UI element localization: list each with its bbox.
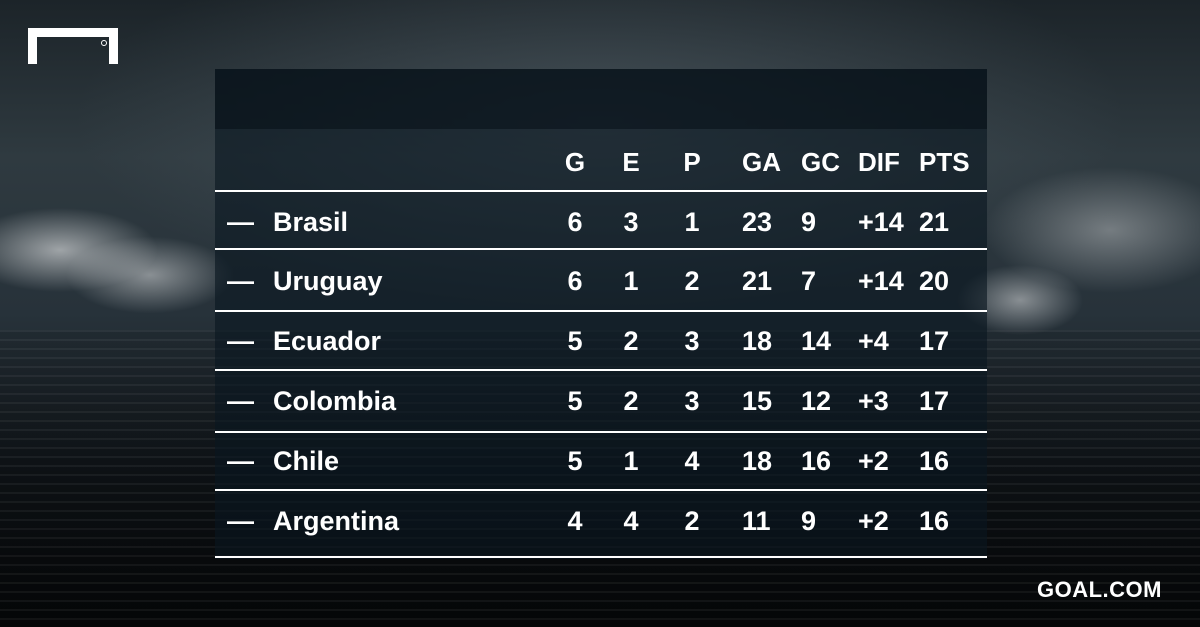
- goals-for: 18: [742, 326, 773, 356]
- trend-indicator: —: [227, 207, 254, 237]
- draws: 1: [623, 446, 639, 476]
- points: 17: [919, 386, 950, 416]
- points: 20: [919, 266, 950, 296]
- goals-against: 9: [801, 506, 817, 536]
- goals-against: 14: [801, 326, 832, 356]
- goal-difference: +14: [858, 207, 904, 237]
- row-divider: [215, 489, 987, 491]
- losses: 3: [684, 326, 700, 356]
- wins: 6: [567, 266, 583, 296]
- wins: 6: [567, 207, 583, 237]
- goals-for: 18: [742, 446, 773, 476]
- goals-for: 11: [742, 506, 771, 536]
- header-pts: PTS: [919, 147, 970, 177]
- table-row: — Colombia 5 2 3 15 12 +3 17: [215, 371, 987, 431]
- goals-against: 7: [801, 266, 817, 296]
- losses: 3: [684, 386, 700, 416]
- row-divider: [215, 310, 987, 312]
- row-divider: [215, 190, 987, 192]
- draws: 4: [623, 506, 639, 536]
- row-divider: [215, 431, 987, 433]
- team-name: Colombia: [273, 386, 397, 416]
- losses: 2: [684, 266, 700, 296]
- row-divider: [215, 556, 987, 558]
- wins: 5: [567, 386, 583, 416]
- wins: 4: [567, 506, 583, 536]
- goal-logo-icon: [28, 28, 118, 64]
- trend-indicator: —: [227, 386, 254, 416]
- points: 16: [919, 506, 950, 536]
- trend-indicator: —: [227, 506, 254, 536]
- table-row: — Ecuador 5 2 3 18 14 +4 17: [215, 311, 987, 371]
- draws: 1: [623, 266, 639, 296]
- goals-against: 12: [801, 386, 832, 416]
- standings-table: G E P GA GC DIF PTS — Brasil 6 3 1 23 9 …: [215, 69, 987, 559]
- trend-indicator: —: [227, 446, 254, 476]
- team-name: Brasil: [273, 207, 349, 237]
- table-title-band: [215, 69, 987, 129]
- draws: 2: [623, 386, 639, 416]
- trend-indicator: —: [227, 326, 254, 356]
- table-header-row: G E P GA GC DIF PTS: [215, 132, 987, 192]
- team-name: Uruguay: [273, 266, 383, 296]
- goals-for: 15: [742, 386, 773, 416]
- team-name: Argentina: [273, 506, 400, 536]
- header-ga: GA: [742, 147, 781, 177]
- header-p: P: [683, 147, 701, 177]
- points: 21: [919, 207, 950, 237]
- header-g: G: [564, 147, 586, 177]
- header-gc: GC: [801, 147, 840, 177]
- draws: 3: [623, 207, 639, 237]
- table-row: — Uruguay 6 1 2 21 7 +14 20: [215, 251, 987, 311]
- goal-difference: +2: [858, 506, 889, 536]
- table-row: — Brasil 6 3 1 23 9 +14 21: [215, 192, 987, 252]
- goals-against: 9: [801, 207, 817, 237]
- goal-difference: +14: [858, 266, 904, 296]
- wins: 5: [567, 326, 583, 356]
- row-divider: [215, 248, 987, 250]
- goals-against: 16: [801, 446, 832, 476]
- goal-difference: +3: [858, 386, 889, 416]
- draws: 2: [623, 326, 639, 356]
- header-dif: DIF: [858, 147, 900, 177]
- header-e: E: [622, 147, 640, 177]
- goal-difference: +4: [858, 326, 889, 356]
- wins: 5: [567, 446, 583, 476]
- goal-com-brand: GOAL.COM: [1037, 577, 1162, 602]
- losses: 2: [684, 506, 700, 536]
- goals-for: 21: [742, 266, 773, 296]
- trend-indicator: —: [227, 266, 254, 296]
- points: 17: [919, 326, 950, 356]
- losses: 1: [684, 207, 700, 237]
- goals-for: 23: [742, 207, 773, 237]
- team-name: Chile: [273, 446, 340, 476]
- points: 16: [919, 446, 950, 476]
- team-name: Ecuador: [273, 326, 382, 356]
- table-row: — Chile 5 1 4 18 16 +2 16: [215, 431, 987, 491]
- goal-difference: +2: [858, 446, 889, 476]
- losses: 4: [684, 446, 700, 476]
- table-row: — Argentina 4 4 2 11 9 +2 16: [215, 491, 987, 551]
- row-divider: [215, 369, 987, 371]
